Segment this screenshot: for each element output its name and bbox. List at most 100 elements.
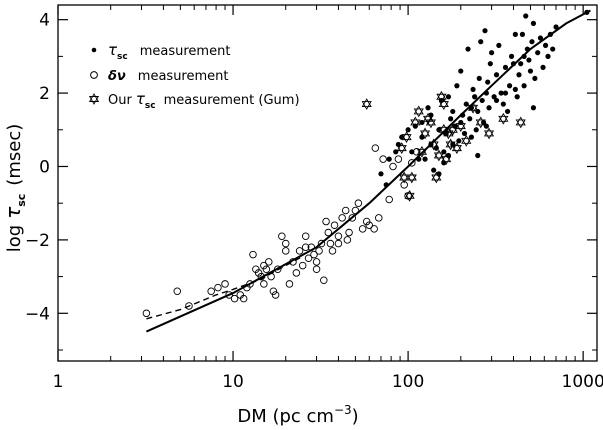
delta-nu-point (404, 192, 412, 200)
tau-point (502, 90, 509, 96)
legend-marker-star (88, 93, 100, 105)
x-tick-label: 10 (222, 372, 244, 392)
tau-point (475, 152, 481, 159)
tau-point (521, 83, 527, 89)
tau-point (431, 167, 437, 173)
gum-star-point (451, 142, 462, 155)
tau-point (422, 156, 428, 162)
delta-nu-point (324, 228, 333, 237)
tau-point (530, 20, 537, 26)
tau-point (518, 61, 524, 67)
gum-star-point (413, 105, 424, 118)
tau-point (532, 75, 538, 82)
delta-nu-point (370, 225, 378, 233)
tau-point (448, 116, 454, 122)
gum-star-point (436, 90, 447, 103)
tau-point (476, 75, 482, 82)
gum-star-point (410, 116, 421, 129)
gum-star-point (401, 131, 412, 144)
delta-nu-point (262, 265, 271, 273)
delta-nu-point (298, 261, 307, 270)
plot-frame (57, 4, 598, 362)
tau-point (482, 28, 488, 34)
delta-nu-point (379, 155, 387, 163)
tau-point (545, 53, 551, 59)
tau-point (419, 134, 425, 140)
tau-point (456, 138, 462, 144)
delta-nu-point (273, 265, 282, 273)
tau-point (519, 31, 526, 37)
tau-point (491, 94, 497, 100)
delta-nu-point (358, 225, 367, 233)
delta-nu-point (326, 239, 335, 248)
delta-nu-point (301, 232, 310, 240)
delta-nu-point (394, 155, 403, 163)
x-tick-label: 100 (392, 372, 424, 392)
gum-star-point (396, 142, 407, 155)
y-tick-label: −2 (25, 231, 50, 251)
gum-star-point (455, 120, 466, 133)
tau-point (409, 149, 415, 155)
data-points (142, 9, 590, 318)
gum-star-point (438, 123, 449, 136)
delta-nu-point (322, 217, 330, 226)
delta-nu-point (328, 247, 337, 255)
tau-point (485, 79, 491, 85)
delta-nu-point (334, 239, 343, 248)
delta-nu-point (225, 291, 233, 299)
tau-point (383, 182, 389, 188)
tau-point (502, 64, 509, 70)
tau-point (547, 31, 553, 37)
gum-star-point (483, 127, 495, 140)
delta-nu-point (412, 148, 421, 156)
tau-point (378, 171, 384, 177)
delta-nu-point (249, 250, 257, 259)
delta-nu-point (310, 250, 318, 259)
tau-point (508, 53, 515, 59)
tau-point (584, 9, 590, 15)
delta-nu-point (317, 239, 326, 248)
tau-point (468, 105, 475, 111)
delta-nu-point (304, 254, 313, 262)
gum-star-point (428, 138, 439, 151)
gum-star-point (399, 171, 410, 184)
delta-nu-point (315, 247, 323, 255)
gum-star-point (461, 134, 472, 147)
gum-star-point (467, 101, 479, 114)
tau-point (523, 13, 529, 19)
gum-star-point (361, 98, 372, 110)
legend-label-delta-nu: δν measurement (108, 69, 229, 84)
delta-nu-point (330, 221, 339, 229)
gum-star-point (515, 116, 526, 129)
delta-nu-point (269, 287, 278, 296)
delta-nu-point (408, 159, 416, 167)
delta-nu-point (221, 280, 229, 288)
tau-point (527, 68, 534, 74)
tau-point (535, 50, 541, 56)
gum-star-point (404, 189, 415, 202)
delta-nu-point (214, 283, 222, 292)
delta-nu-point (281, 247, 290, 255)
y-axis-title: logτsc(msec) (1, 124, 28, 253)
tau-point (496, 42, 502, 48)
gum-star-point (447, 123, 458, 136)
delta-nu-point (292, 269, 301, 277)
gum-star-point (431, 171, 442, 184)
delta-nu-point (185, 302, 193, 310)
tau-point (425, 105, 431, 111)
legend-marker-dot (91, 47, 97, 53)
tau-point (553, 24, 559, 30)
delta-nu-point (173, 287, 181, 296)
tau-point (537, 35, 544, 41)
tau-point (516, 72, 522, 78)
tau-point (483, 90, 489, 96)
gum-star-point (419, 127, 431, 140)
tau-point (479, 97, 485, 104)
delta-nu-point (351, 206, 360, 215)
tau-point (454, 83, 460, 89)
gum-star-point (438, 98, 449, 110)
y-tick-label: −4 (25, 304, 50, 324)
delta-nu-point (246, 280, 254, 288)
gum-star-point (498, 112, 509, 125)
